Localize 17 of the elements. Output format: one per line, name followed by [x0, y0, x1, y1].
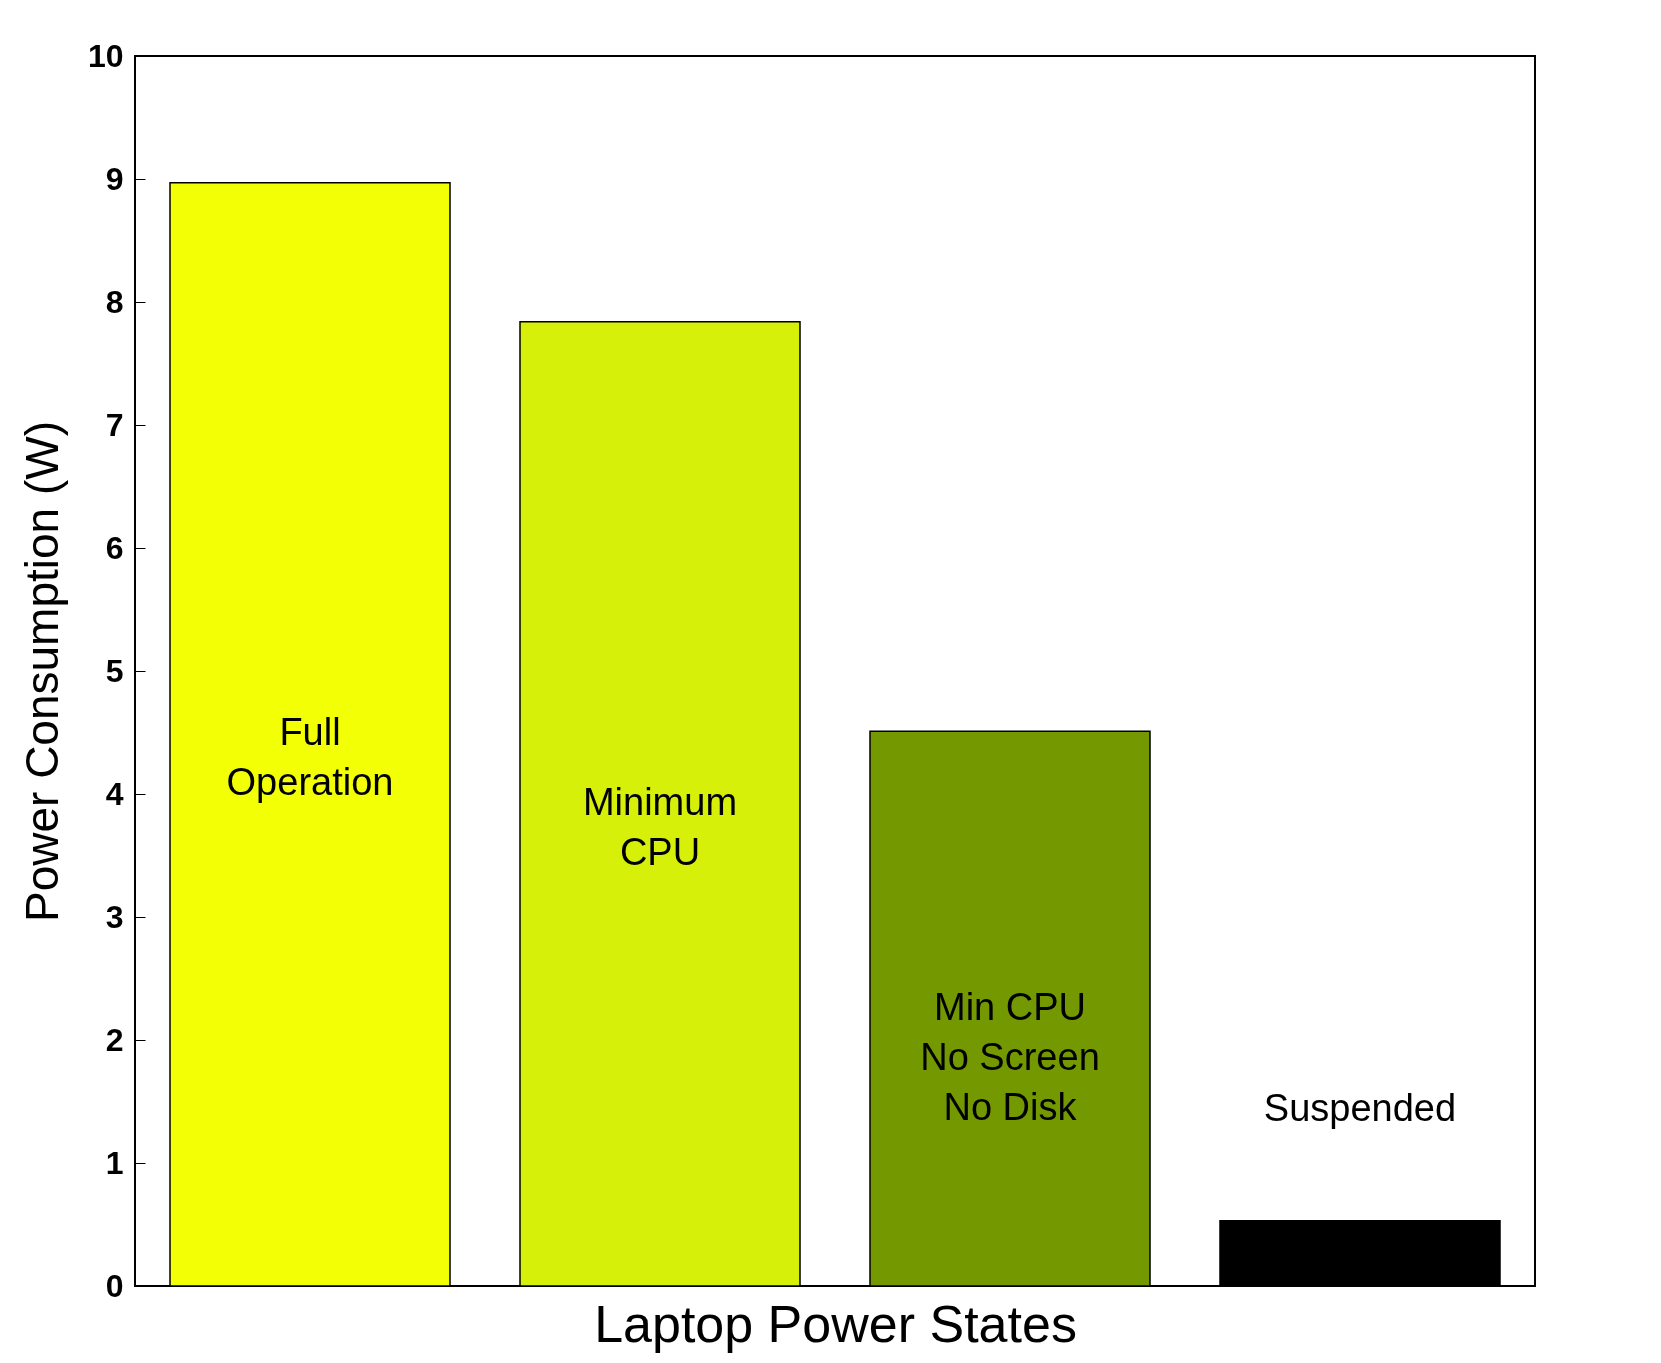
y-axis-title: Power Consumption (W): [15, 420, 68, 923]
y-tick-label: 0: [105, 1267, 124, 1304]
y-tick-label: 3: [105, 898, 124, 935]
x-axis-title: Laptop Power States: [594, 1294, 1077, 1353]
y-tick-label: 10: [87, 37, 124, 74]
x-tick-label: Minimum CPU: [582, 780, 738, 873]
y-tick-label: 6: [105, 529, 124, 566]
x-tick-label: Min CPU No Screen No Disk: [920, 985, 1100, 1128]
y-tick-label: 7: [105, 406, 124, 443]
x-tick-label: Suspended: [1263, 1087, 1457, 1130]
y-tick-label: 2: [105, 1021, 124, 1058]
y-tick-label: 8: [105, 283, 124, 320]
x-tick-label: Full Operation: [226, 711, 394, 804]
y-tick-label: 5: [105, 652, 124, 689]
y-tick-label: 1: [105, 1144, 124, 1181]
y-tick-label: 9: [105, 160, 124, 197]
y-tick-label: 4: [105, 775, 124, 812]
